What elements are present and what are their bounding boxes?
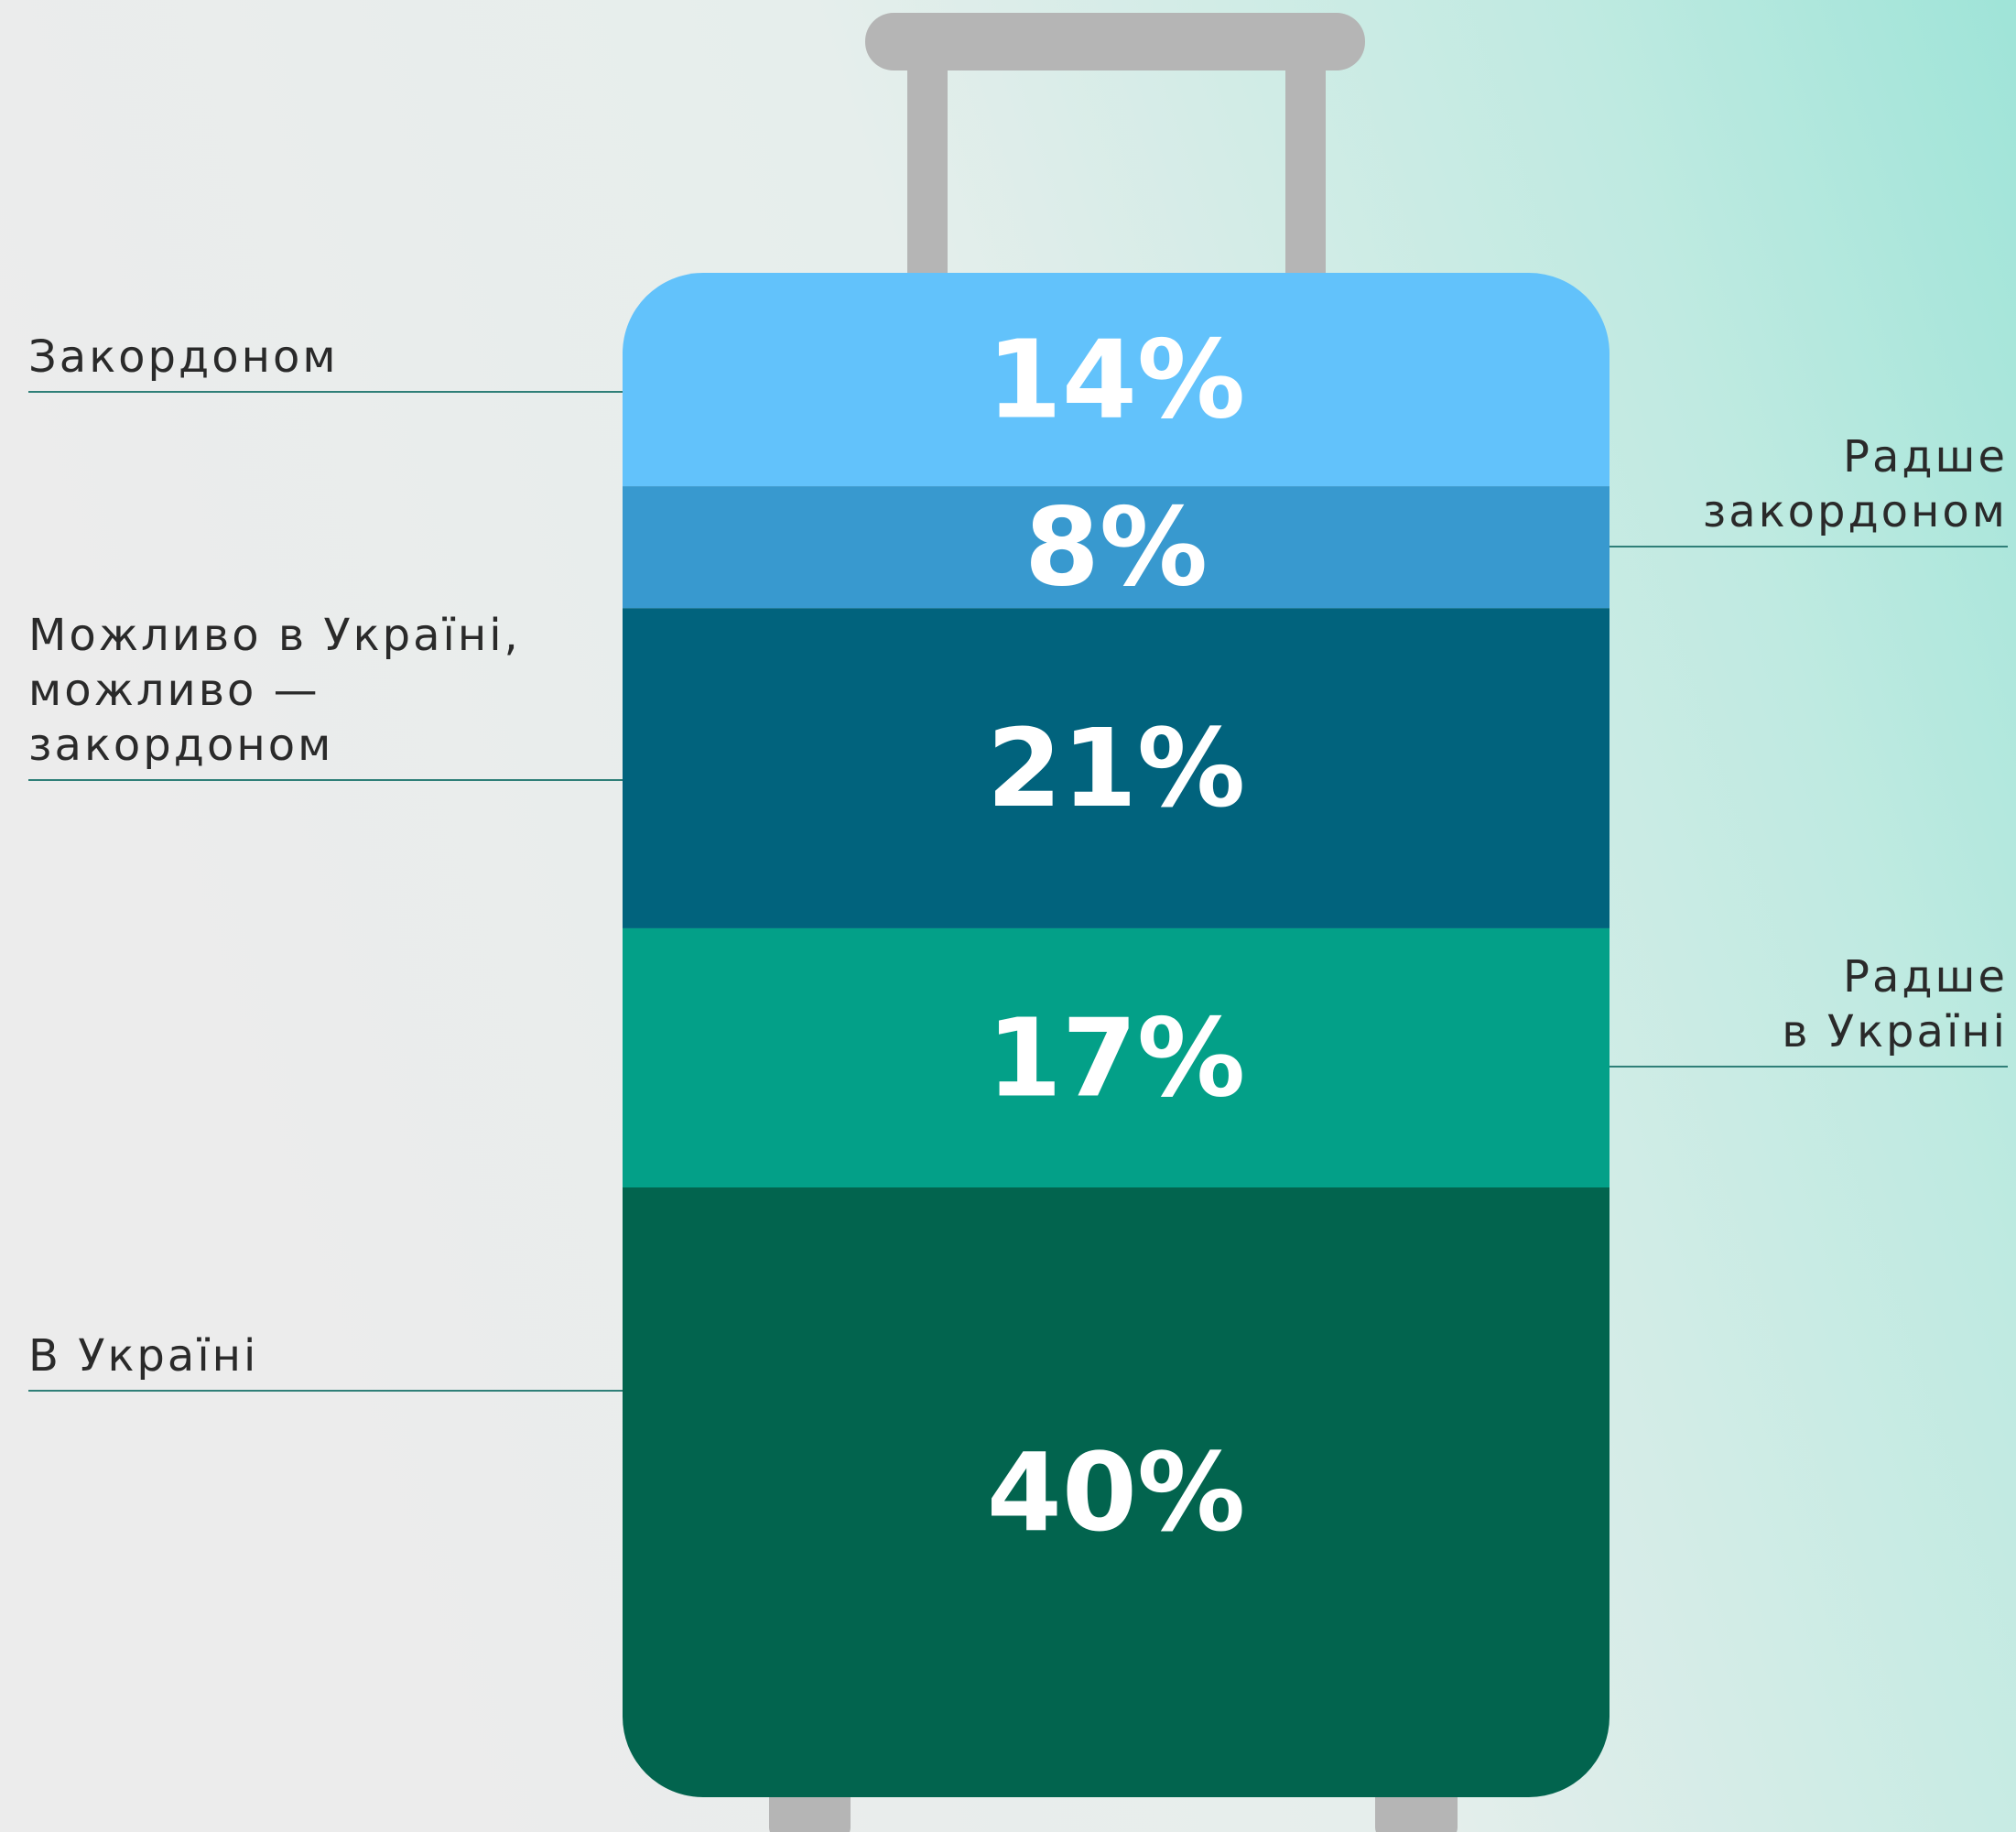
category-label: Радше закордоном	[1703, 429, 2008, 539]
handle-post	[1285, 55, 1326, 284]
handle-post	[907, 55, 948, 284]
value-label: 8%	[1024, 484, 1208, 611]
category-label: Закордоном	[28, 330, 339, 385]
page: {"chart_data": {"type": "bar", "categori…	[0, 0, 2016, 1832]
category-label: Можливо в Україні, можливо — закордоном	[28, 608, 521, 773]
chart: 14% 8% 21% 17% 40%	[0, 0, 2016, 1832]
value-label: 17%	[987, 994, 1245, 1121]
handle-bar	[865, 13, 1365, 70]
value-label: 14%	[987, 317, 1245, 443]
category-label: Радше в Україні	[1782, 949, 2008, 1059]
category-label: В Україні	[28, 1328, 258, 1383]
value-label: 40%	[987, 1429, 1245, 1556]
value-label: 21%	[987, 705, 1245, 831]
